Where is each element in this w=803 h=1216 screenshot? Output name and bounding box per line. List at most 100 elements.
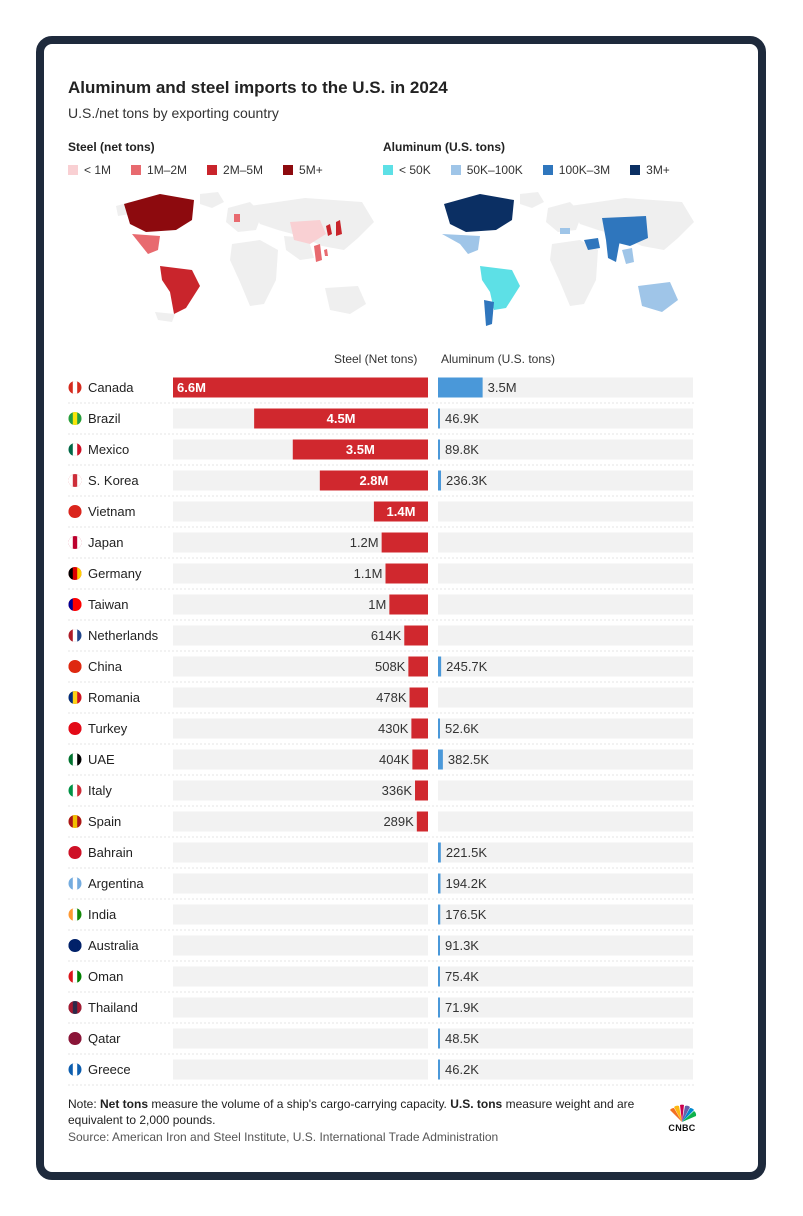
chart-title: Aluminum and steel imports to the U.S. i… — [68, 78, 448, 97]
aluminum-track — [438, 873, 693, 894]
steel-track — [173, 1059, 428, 1080]
flag-icon-left — [68, 939, 75, 952]
legend-swatch — [68, 165, 78, 175]
steel-bar — [412, 749, 428, 770]
flag-icon-left — [68, 908, 75, 921]
country-label: Greece — [88, 1062, 131, 1077]
cnbc-logo-text: CNBC — [668, 1123, 696, 1133]
aluminum-world-map — [442, 192, 694, 326]
aluminum-track — [438, 625, 693, 646]
steel-track — [173, 501, 428, 522]
aluminum-track — [438, 749, 693, 770]
aluminum-track — [438, 501, 693, 522]
aluminum-bar — [438, 966, 440, 987]
steel-bar — [408, 656, 428, 677]
steel-value-label: 478K — [376, 690, 407, 705]
steel-value-label: 614K — [371, 628, 402, 643]
aluminum-track — [438, 377, 693, 398]
argentina-shape — [484, 300, 494, 326]
steel-value-label: 2.8M — [359, 473, 388, 488]
aluminum-legend-item: 100K–3M — [542, 163, 610, 177]
gulf-shape — [584, 238, 600, 250]
aluminum-bar — [438, 997, 440, 1018]
flag-icon-left — [68, 1032, 75, 1045]
cnbc-peacock-logo — [670, 1104, 697, 1122]
steel-value-label: 4.5M — [327, 411, 356, 426]
thailand-shape — [622, 248, 634, 264]
legend-swatch — [207, 165, 218, 175]
flag-icon-left — [68, 505, 75, 518]
steel-track — [173, 1028, 428, 1049]
mexico-shape — [442, 234, 480, 254]
aluminum-value-label: 176.5K — [445, 907, 487, 922]
flag-icon-left — [68, 815, 75, 828]
flag-icon-left — [68, 1063, 75, 1076]
steel-track — [173, 718, 428, 739]
flag-icon-left — [68, 691, 75, 704]
steel-track — [173, 997, 428, 1018]
steel-value-label: 1M — [368, 597, 386, 612]
aluminum-legend: < 50K 50K–100K 100K–3M 3M+ — [383, 163, 690, 177]
canada-shape — [444, 194, 514, 232]
canada-shape — [124, 194, 194, 232]
aluminum-bar — [438, 718, 440, 739]
aluminum-value-label: 3.5M — [488, 380, 517, 395]
flag-icon-right — [75, 412, 82, 425]
steel-track — [173, 656, 428, 677]
aluminum-value-label: 236.3K — [446, 473, 488, 488]
aluminum-track — [438, 656, 693, 677]
aluminum-legend-item: 50K–100K — [450, 163, 523, 177]
steel-track — [173, 842, 428, 863]
country-label: Spain — [88, 814, 121, 829]
steel-track — [173, 687, 428, 708]
legend-swatch — [283, 165, 294, 175]
country-label: Germany — [88, 566, 142, 581]
steel-track — [173, 749, 428, 770]
flag-icon-right — [75, 598, 82, 611]
steel-value-label: 289K — [383, 814, 414, 829]
steel-bar — [254, 408, 428, 429]
legend-label: 5M+ — [299, 163, 323, 177]
legend-swatch — [450, 165, 461, 175]
flag-icon-right — [75, 505, 82, 518]
aluminum-track — [438, 687, 693, 708]
country-label: Japan — [88, 535, 123, 550]
steel-bar — [381, 532, 428, 553]
aluminum-value-label: 89.8K — [445, 442, 479, 457]
country-label: UAE — [88, 752, 115, 767]
aluminum-bar — [438, 1028, 440, 1049]
aluminum-value-label: 52.6K — [445, 721, 479, 736]
aluminum-legend-item: < 50K — [383, 163, 431, 177]
legend-label: < 1M — [84, 163, 112, 177]
steel-world-map — [116, 192, 374, 322]
flag-icon-left — [68, 846, 75, 859]
flag-icon-right — [75, 877, 82, 890]
vietnam-shape — [314, 244, 322, 262]
aluminum-bar — [438, 904, 441, 925]
flag-icon-left — [68, 1001, 75, 1014]
flag-icon-right — [75, 939, 82, 952]
legend-swatch — [542, 165, 553, 175]
aluminum-bar — [438, 749, 443, 770]
legend-label: 1M–2M — [147, 163, 188, 177]
steel-bar — [416, 811, 428, 832]
country-label: Bahrain — [88, 845, 133, 860]
australia-shape — [638, 282, 678, 312]
steel-legend-item: < 1M — [68, 163, 111, 177]
country-label: Mexico — [88, 442, 129, 457]
aluminum-track — [438, 1059, 693, 1080]
taiwan-shape — [324, 249, 328, 256]
aluminum-bar — [438, 439, 440, 460]
aluminum-track — [438, 997, 693, 1018]
steel-value-label: 6.6M — [177, 380, 206, 395]
flag-icon-right — [75, 474, 82, 487]
flag-icon-left — [68, 536, 75, 549]
country-label: Thailand — [88, 1000, 138, 1015]
country-label: Argentina — [88, 876, 144, 891]
flag-icon-right — [75, 970, 82, 983]
steel-value-label: 430K — [378, 721, 409, 736]
note-bold-net-tons: Net tons — [100, 1097, 149, 1111]
legend-swatch — [383, 165, 393, 175]
korea-shape — [326, 224, 332, 236]
aluminum-track — [438, 718, 693, 739]
